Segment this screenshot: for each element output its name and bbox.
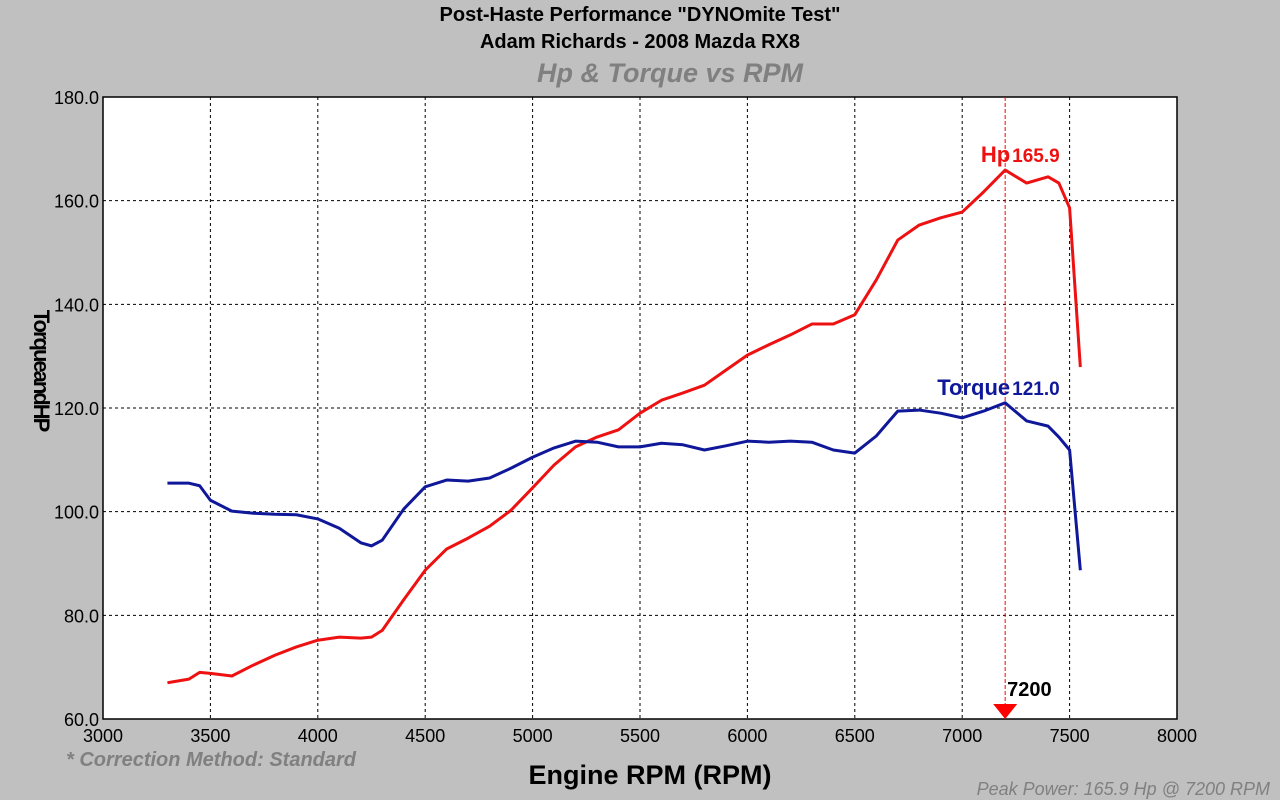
chart-title: Hp & Torque vs RPM — [537, 58, 804, 88]
x-tick-label: 3500 — [190, 726, 230, 746]
note: * Correction Method: Standard — [66, 749, 357, 771]
x-tick-label: 5000 — [513, 726, 553, 746]
y-tick-label: 160.0 — [54, 192, 99, 212]
x-tick-label: 6500 — [835, 726, 875, 746]
x-tick-label: 3000 — [83, 726, 123, 746]
marker-label: 7200 — [1007, 679, 1051, 701]
peak-label: 121.0 — [1012, 379, 1060, 400]
y-tick-label: 120.0 — [54, 399, 99, 419]
series-line — [167, 401, 1082, 571]
series-name: Torque — [937, 375, 1010, 400]
x-axis-label: Engine RPM (RPM) — [529, 760, 772, 790]
series-line — [167, 168, 1082, 685]
subtitle: Adam Richards - 2008 Mazda RX8 — [480, 31, 800, 53]
y-tick-label: 80.0 — [64, 606, 99, 626]
x-tick-label: 8000 — [1157, 726, 1197, 746]
x-tick-label: 7500 — [1050, 726, 1090, 746]
y-tick-label: 140.0 — [54, 295, 99, 315]
y-tick-label: 60.0 — [64, 710, 99, 730]
x-tick-label: 7000 — [942, 726, 982, 746]
x-tick-label: 4000 — [298, 726, 338, 746]
x-tick-label: 4500 — [405, 726, 445, 746]
footer: Peak Power: 165.9 Hp @ 7200 RPM — [977, 779, 1270, 799]
y-axis-label: TorqueandHP — [29, 310, 54, 432]
peak-label: 165.9 — [1012, 146, 1060, 167]
x-tick-label: 6000 — [727, 726, 767, 746]
plot-border — [102, 96, 1178, 720]
y-tick-label: 100.0 — [54, 503, 99, 523]
x-tick-label: 5500 — [620, 726, 660, 746]
title: Post-Haste Performance "DYNOmite Test" — [440, 4, 841, 26]
y-tick-label: 180.0 — [54, 88, 99, 108]
series-name: Hp — [981, 142, 1010, 167]
marker-triangle — [993, 704, 1018, 719]
